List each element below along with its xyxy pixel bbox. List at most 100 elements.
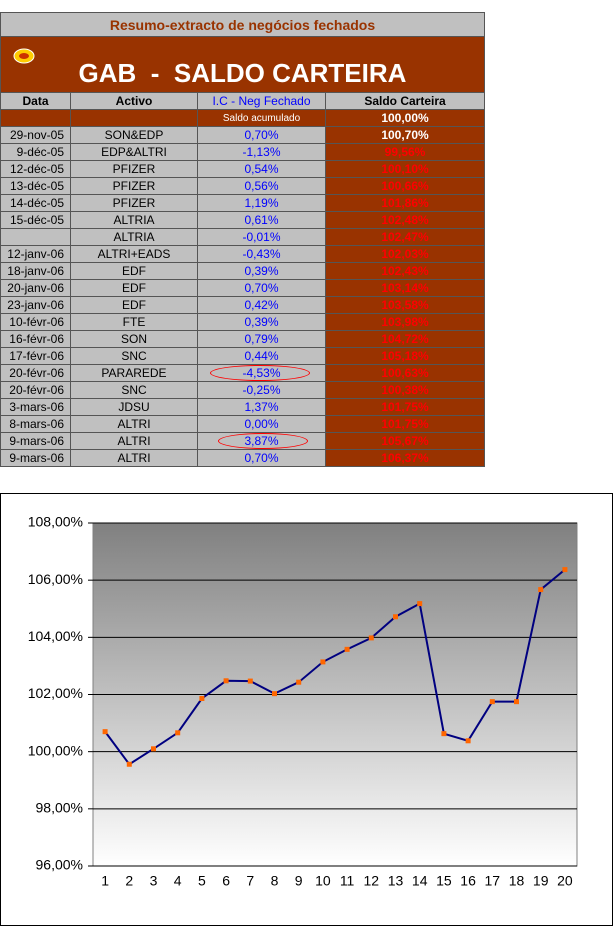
x-tick-label: 13 [388, 873, 404, 889]
date: 29-nov-05 [0, 126, 71, 144]
chart: 96,00% 98,00% 100,00% 102,00% 104,00% 106,00%… [0, 493, 613, 926]
ic: 0,61% [197, 211, 326, 229]
asset: ALTRIA [70, 228, 198, 246]
ic: -1,13% [197, 143, 326, 161]
x-tick-label: 5 [198, 873, 206, 889]
date: 17-févr-06 [0, 347, 71, 365]
highlight-ellipse [218, 433, 308, 449]
asset: ALTRI [70, 449, 198, 467]
marker [175, 730, 181, 736]
date: 8-mars-06 [0, 415, 71, 433]
asset: PFIZER [70, 177, 198, 195]
ic: -0,43% [197, 245, 326, 263]
balance: 102,03% [325, 245, 485, 263]
cell [70, 109, 198, 127]
column-header: Activo [70, 92, 198, 110]
x-tick-label: 16 [460, 873, 476, 889]
x-tick-label: 20 [557, 873, 573, 889]
marker [151, 746, 156, 752]
x-tick-label: 12 [364, 873, 380, 889]
marker [465, 738, 471, 744]
asset: SNC [70, 347, 198, 365]
date: 9-déc-05 [0, 143, 71, 161]
asset: ALTRI [70, 415, 198, 433]
x-tick-label: 1 [101, 873, 109, 889]
marker [247, 678, 253, 684]
asset: ALTRI+EADS [70, 245, 198, 263]
asset: EDP&ALTRI [70, 143, 198, 161]
x-tick-label: 8 [271, 873, 279, 889]
marker [199, 696, 205, 702]
balance: 105,67% [325, 432, 485, 450]
ic: -0,25% [197, 381, 326, 399]
asset: PFIZER [70, 194, 198, 212]
ic: 0,00% [197, 415, 326, 433]
balance: 100,38% [325, 381, 485, 399]
date: 3-mars-06 [0, 398, 71, 416]
date: 9-mars-06 [0, 432, 71, 450]
title: GAB - SALDO CARTEIRA [78, 58, 407, 88]
asset: FTE [70, 313, 198, 331]
balance: 101,75% [325, 415, 485, 433]
asset: SNC [70, 381, 198, 399]
marker [489, 699, 495, 705]
ic: 0,42% [197, 296, 326, 314]
x-tick-label: 15 [436, 873, 452, 889]
x-tick-label: 3 [150, 873, 158, 889]
line [104, 568, 566, 766]
asset: EDF [70, 279, 198, 297]
balance: 101,75% [325, 398, 485, 416]
x-tick-label: 11 [340, 873, 355, 889]
balance: 100,63% [325, 364, 485, 382]
x-tick-label: 10 [315, 873, 331, 889]
ic: 0,79% [197, 330, 326, 348]
marker [514, 699, 519, 705]
balance: 106,37% [325, 449, 485, 467]
marker [102, 729, 108, 735]
balance: 100,70% [325, 126, 485, 144]
asset: PFIZER [70, 160, 198, 178]
marker [562, 567, 568, 573]
marker [368, 635, 374, 641]
balance: 102,43% [325, 262, 485, 280]
date: 20-févr-06 [0, 381, 71, 399]
marker [344, 646, 350, 652]
asset: SON [70, 330, 198, 348]
marker [320, 659, 326, 665]
date: 18-janv-06 [0, 262, 71, 280]
ic: 0,54% [197, 160, 326, 178]
balance: 101,86% [325, 194, 485, 212]
date: 20-janv-06 [0, 279, 71, 297]
asset: ALTRI [70, 432, 198, 450]
marker [126, 761, 132, 767]
ic: 1,37% [197, 398, 326, 416]
balance: 100,10% [325, 160, 485, 178]
ic: 0,70% [197, 126, 326, 144]
asset: PARAREDE [70, 364, 198, 382]
marker [393, 614, 398, 620]
ic: 0,39% [197, 313, 326, 331]
marker [223, 678, 229, 684]
balance: 103,98% [325, 313, 485, 331]
column-header: Saldo Carteira [325, 92, 485, 110]
subtitle: Resumo-extracto de negócios fechados [0, 12, 485, 37]
balance: 99,56% [325, 143, 485, 161]
y-tick-label: 96,00% [36, 857, 83, 873]
y-tick-label: 100,00% [28, 742, 83, 758]
marker [538, 587, 544, 593]
asset: EDF [70, 296, 198, 314]
x-tick-label: 14 [412, 873, 428, 889]
date: 10-févr-06 [0, 313, 71, 331]
logo [13, 48, 35, 64]
y-tick-label: 106,00% [28, 571, 83, 587]
start-label: Saldo acumulado [197, 109, 326, 127]
y-tick-label: 108,00% [28, 514, 83, 530]
marker [296, 679, 302, 685]
balance: 100,66% [325, 177, 485, 195]
balance: 103,58% [325, 296, 485, 314]
y-tick-label: 104,00% [28, 628, 83, 644]
date [0, 228, 71, 246]
y-tick-label: 98,00% [36, 800, 83, 816]
x-tick-label: 2 [125, 873, 133, 889]
